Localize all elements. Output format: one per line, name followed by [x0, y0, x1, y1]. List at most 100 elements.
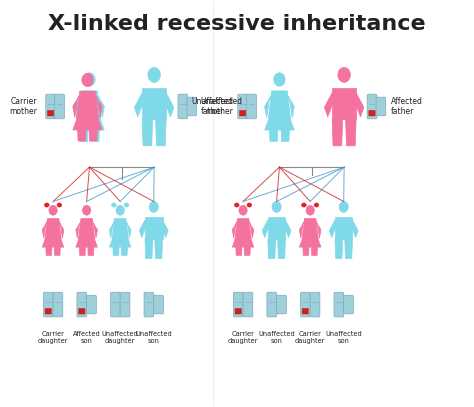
FancyBboxPatch shape [187, 97, 197, 116]
Ellipse shape [82, 206, 91, 215]
Polygon shape [163, 93, 174, 117]
Polygon shape [332, 119, 343, 146]
Polygon shape [345, 239, 353, 258]
FancyBboxPatch shape [239, 110, 246, 116]
Ellipse shape [338, 68, 350, 82]
Polygon shape [112, 219, 128, 241]
Polygon shape [350, 220, 358, 238]
Polygon shape [287, 95, 294, 118]
Polygon shape [155, 239, 163, 258]
Polygon shape [74, 121, 104, 130]
Ellipse shape [116, 206, 124, 215]
Polygon shape [121, 240, 128, 255]
Polygon shape [88, 240, 94, 255]
Text: Unaffected
son: Unaffected son [325, 331, 362, 344]
Text: Affected
father: Affected father [391, 97, 422, 116]
Polygon shape [269, 120, 278, 141]
Ellipse shape [339, 201, 348, 212]
Ellipse shape [49, 206, 57, 215]
Ellipse shape [247, 203, 252, 207]
FancyBboxPatch shape [238, 94, 247, 119]
Polygon shape [95, 95, 102, 118]
FancyBboxPatch shape [301, 292, 310, 317]
Polygon shape [113, 240, 119, 255]
FancyBboxPatch shape [144, 292, 154, 317]
Text: Carrier
mother: Carrier mother [9, 97, 37, 116]
Polygon shape [249, 221, 254, 238]
Polygon shape [283, 220, 291, 238]
Polygon shape [324, 93, 335, 117]
FancyBboxPatch shape [47, 110, 54, 116]
Polygon shape [139, 220, 147, 238]
Text: Unaffected
son: Unaffected son [136, 331, 172, 344]
Polygon shape [74, 95, 82, 118]
FancyBboxPatch shape [110, 292, 120, 317]
Polygon shape [97, 95, 104, 118]
Polygon shape [332, 88, 356, 119]
FancyBboxPatch shape [235, 309, 241, 314]
Ellipse shape [274, 73, 285, 86]
Polygon shape [329, 220, 337, 238]
Text: X-linked recessive inheritance: X-linked recessive inheritance [48, 13, 426, 33]
Polygon shape [45, 219, 61, 241]
FancyBboxPatch shape [376, 97, 386, 116]
Ellipse shape [272, 201, 281, 212]
Polygon shape [78, 219, 95, 241]
Ellipse shape [124, 203, 129, 207]
Polygon shape [264, 121, 294, 130]
FancyBboxPatch shape [367, 94, 377, 119]
Polygon shape [76, 221, 81, 238]
Polygon shape [335, 217, 353, 239]
FancyBboxPatch shape [233, 292, 243, 317]
FancyBboxPatch shape [79, 309, 85, 314]
FancyBboxPatch shape [44, 292, 53, 317]
Ellipse shape [45, 203, 49, 207]
FancyBboxPatch shape [277, 295, 286, 314]
Polygon shape [160, 220, 168, 238]
Polygon shape [268, 217, 285, 239]
Text: Unaffected
daughter: Unaffected daughter [102, 331, 138, 344]
Polygon shape [300, 221, 304, 238]
FancyBboxPatch shape [55, 94, 64, 119]
Polygon shape [236, 240, 242, 255]
FancyBboxPatch shape [178, 94, 188, 119]
Polygon shape [300, 241, 321, 247]
Text: Affected
son: Affected son [73, 331, 100, 344]
FancyBboxPatch shape [87, 295, 96, 314]
Polygon shape [145, 239, 153, 258]
Ellipse shape [234, 203, 239, 207]
Polygon shape [135, 93, 145, 117]
Polygon shape [59, 221, 64, 238]
FancyBboxPatch shape [46, 94, 55, 119]
FancyBboxPatch shape [45, 309, 52, 314]
Polygon shape [79, 240, 86, 255]
FancyBboxPatch shape [310, 292, 320, 317]
Polygon shape [89, 120, 98, 141]
Polygon shape [109, 221, 114, 238]
Ellipse shape [82, 73, 93, 87]
Polygon shape [244, 240, 251, 255]
Polygon shape [155, 119, 166, 146]
Text: Unaffected
son: Unaffected son [258, 331, 295, 344]
Polygon shape [77, 120, 86, 141]
FancyBboxPatch shape [267, 292, 277, 317]
Ellipse shape [148, 68, 160, 82]
Polygon shape [262, 220, 270, 238]
Ellipse shape [111, 203, 116, 207]
FancyBboxPatch shape [369, 110, 375, 116]
Polygon shape [316, 221, 321, 238]
Polygon shape [142, 119, 153, 146]
Text: Unaffected
father: Unaffected father [201, 97, 243, 116]
Ellipse shape [314, 203, 319, 207]
Polygon shape [126, 221, 131, 238]
Polygon shape [311, 240, 318, 255]
Polygon shape [42, 221, 47, 238]
Polygon shape [281, 120, 290, 141]
Polygon shape [42, 241, 64, 247]
Polygon shape [73, 121, 102, 130]
Polygon shape [346, 119, 356, 146]
Polygon shape [264, 95, 272, 118]
Polygon shape [76, 241, 98, 247]
Polygon shape [232, 241, 254, 247]
FancyBboxPatch shape [243, 292, 253, 317]
